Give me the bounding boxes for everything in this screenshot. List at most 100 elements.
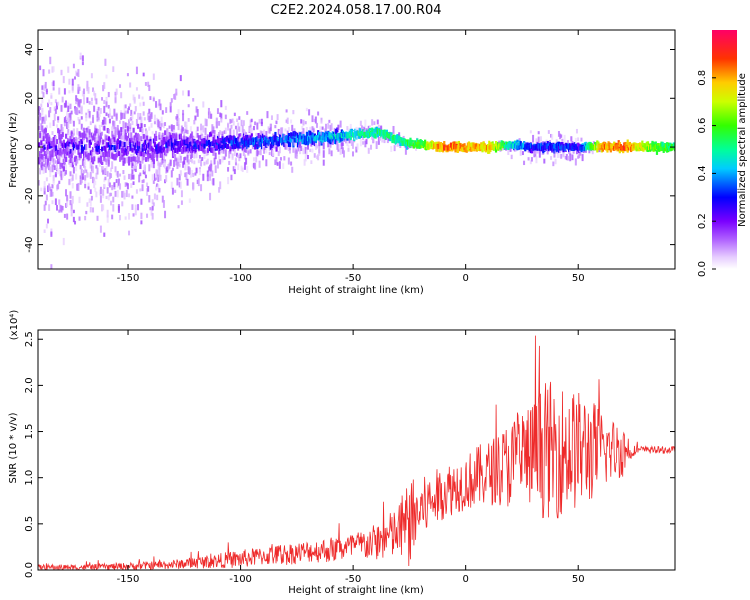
heatmap-cell [240,119,243,127]
heatmap-cell [111,149,114,155]
heatmap-cell [113,136,116,142]
heatmap-cell [107,159,110,167]
heatmap-cell [222,150,225,154]
heatmap-cell [243,141,247,147]
heatmap-cell [242,142,246,148]
heatmap-cell [103,155,106,161]
heatmap-cell [481,144,484,150]
heatmap-cell [403,138,406,144]
heatmap-cell [170,124,173,132]
heatmap-cell [126,156,129,164]
heatmap-cell [183,143,186,149]
heatmap-cell [139,172,142,177]
y-tick-label: 1.5 [24,424,35,440]
heatmap-cell [239,153,242,159]
heatmap-cell [116,170,119,178]
heatmap-cell [374,127,377,133]
heatmap-cell [84,144,87,150]
heatmap-cell [79,142,82,147]
heatmap-cell [189,141,193,147]
heatmap-cell [650,144,653,150]
heatmap-cell [51,191,54,197]
heatmap-cell [140,123,143,129]
heatmap-cell [183,135,186,143]
heatmap-cell [195,140,198,146]
heatmap-cell [133,156,136,162]
heatmap-cell [210,113,213,119]
heatmap-cell [317,154,320,161]
heatmap-cell [660,141,663,147]
heatmap-cell [201,138,204,144]
heatmap-cell [509,146,512,152]
heatmap-cell [536,145,539,151]
heatmap-cell [45,223,48,229]
heatmap-cell [68,159,71,165]
heatmap-cell [318,146,321,154]
heatmap-cell [98,111,101,117]
heatmap-cell [105,135,108,141]
heatmap-cell [267,140,270,146]
heatmap-cell [184,146,187,152]
heatmap-cell [84,215,87,221]
heatmap-cell [175,157,178,162]
snr-plot-area [38,335,675,570]
heatmap-cell [93,90,96,96]
heatmap-cell [444,145,447,151]
heatmap-cell [128,230,131,236]
heatmap-cell [336,127,339,133]
heatmap-cell [313,133,316,139]
heatmap-cell [71,162,74,168]
heatmap-cell [647,145,651,151]
heatmap-cell [260,131,263,136]
heatmap-cell [269,141,272,146]
heatmap-cell [268,143,271,151]
heatmap-cell [320,117,323,123]
heatmap-cell [153,137,156,145]
heatmap-cell [58,129,61,135]
heatmap-cell [372,132,375,138]
heatmap-cell [106,162,109,168]
heatmap-cell [248,139,251,145]
heatmap-cell [94,180,97,186]
heatmap-cell [643,143,646,149]
heatmap-cell [125,129,128,133]
heatmap-cell [58,150,61,156]
heatmap-cell [52,66,55,72]
heatmap-cell [61,127,64,136]
heatmap-cell [52,80,55,87]
heatmap-cell [399,137,402,143]
heatmap-cell [371,119,374,126]
heatmap-cell [521,143,525,149]
heatmap-cell [139,163,142,169]
heatmap-cell [265,146,268,154]
heatmap-cell [128,146,131,152]
heatmap-cell [43,204,46,211]
heatmap-cell [670,145,673,151]
heatmap-cell [497,141,500,147]
heatmap-cell [45,146,48,155]
heatmap-cell [580,137,583,142]
heatmap-cell [195,168,198,174]
heatmap-cell [151,205,154,211]
heatmap-cell [604,144,607,150]
heatmap-cell [524,142,527,146]
heatmap-cell [279,157,282,161]
heatmap-cell [69,149,72,155]
heatmap-cell [220,113,223,120]
heatmap-cell [263,135,266,141]
heatmap-cell [571,154,574,161]
snr-y-label: SNR (10 * v/v) [8,412,19,483]
heatmap-cell [134,208,137,216]
heatmap-cell [263,129,266,137]
heatmap-cell [89,150,92,156]
heatmap-cell [38,180,40,186]
heatmap-cell [112,196,115,203]
heatmap-cell [74,106,77,111]
heatmap-cell [144,156,148,162]
heatmap-cell [151,147,154,153]
heatmap-cell [270,137,274,143]
heatmap-cell [610,143,614,149]
heatmap-cell [264,140,267,146]
heatmap-cell [81,146,85,152]
heatmap-cell [166,128,169,136]
